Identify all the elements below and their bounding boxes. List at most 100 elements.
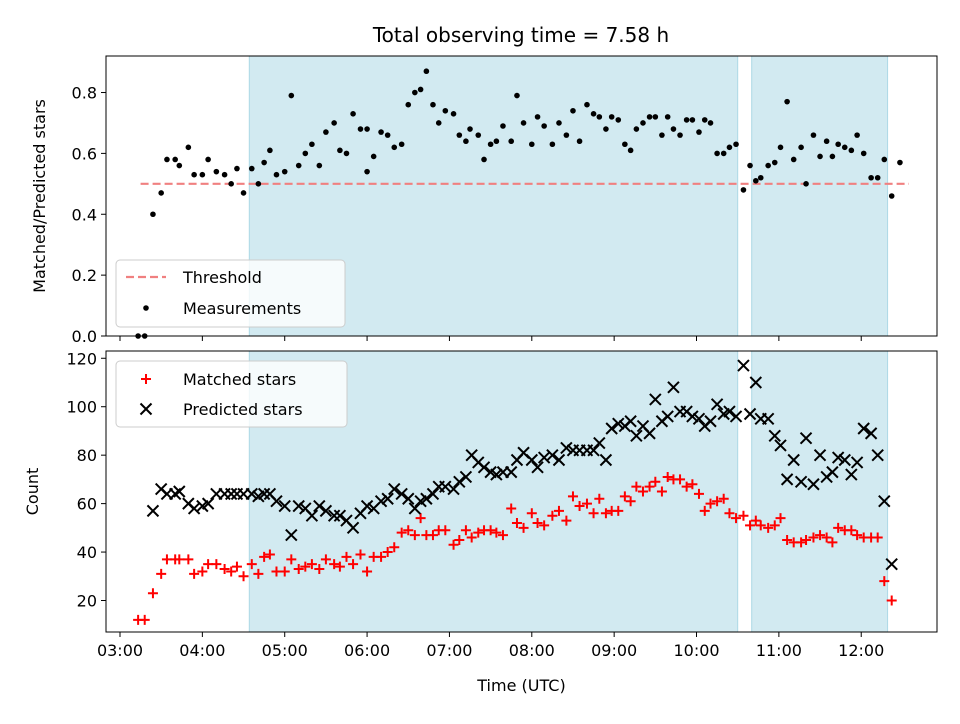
measurement-point <box>302 150 309 157</box>
matched-stars-point <box>518 522 529 533</box>
predicted-stars-point <box>799 431 813 445</box>
predicted-stars-point <box>305 509 319 522</box>
predicted-stars-point <box>643 427 656 440</box>
y-tick-label: 120 <box>66 349 97 368</box>
measurement-point <box>191 171 197 178</box>
predicted-stars-point <box>857 422 870 435</box>
y-tick-label: 0.6 <box>72 144 97 163</box>
matched-stars-point <box>561 515 572 526</box>
matched-stars-point <box>619 491 630 502</box>
predicted-stars-point <box>774 439 787 452</box>
matched-stars-point <box>197 566 208 577</box>
matched-stars-point <box>588 508 599 519</box>
matched-stars-point <box>473 527 484 538</box>
measurement-point <box>273 171 280 178</box>
matched-stars-point <box>656 486 667 497</box>
predicted-stars-point <box>729 410 743 423</box>
measurement-point <box>659 132 665 138</box>
legend-box <box>115 259 346 328</box>
measurement-point <box>164 156 170 163</box>
predicted-stars-point <box>885 557 898 571</box>
matched-stars-point <box>183 554 194 565</box>
matched-stars-point <box>448 539 459 550</box>
measurement-point <box>829 153 836 160</box>
measurement-point <box>450 111 457 117</box>
measurement-point <box>627 147 634 154</box>
measurement-point <box>405 101 412 108</box>
matched-stars-point <box>211 559 222 570</box>
matched-stars-point <box>718 493 729 504</box>
matched-stars-point <box>553 505 564 516</box>
measurement-point <box>234 165 240 172</box>
measurement-point <box>185 144 192 151</box>
matched-stars-point <box>724 508 735 519</box>
measurement-point <box>860 150 867 157</box>
predicted-stars-point <box>737 359 750 372</box>
measurement-point <box>430 101 436 108</box>
top-panel: 0.00.20.40.60.8 Matched/Predicted stars … <box>30 55 938 346</box>
matched-stars-point <box>650 476 661 487</box>
matched-stars-point <box>769 520 780 531</box>
measurement-point <box>798 144 804 151</box>
bottom-legend: Matched stars Predicted stars <box>115 360 348 428</box>
predicted-stars-point <box>794 475 808 489</box>
predicted-stars-point <box>257 487 271 501</box>
x-tick-label: 10:00 <box>673 641 719 660</box>
measurement-point <box>412 89 418 96</box>
measurement-point <box>248 165 255 172</box>
measurement-point <box>563 132 570 138</box>
measurement-point <box>520 120 527 126</box>
matched-stars-point <box>466 532 477 543</box>
measurement-point <box>683 117 690 123</box>
x-tick-label: 06:00 <box>344 641 390 660</box>
legend-threshold-label: Threshold <box>182 268 262 287</box>
top-y-axis: 0.0 0.2 0.4 0.6 0.8 <box>72 84 106 346</box>
measurement-point <box>493 138 500 145</box>
predicted-stars-point <box>395 487 408 501</box>
legend-matched-label: Matched stars <box>183 370 296 389</box>
matched-stars-point <box>511 517 522 528</box>
measurement-point <box>442 107 449 114</box>
matched-stars-point <box>782 534 793 545</box>
measurement-point <box>790 156 797 163</box>
measurement-point <box>803 181 809 187</box>
predicted-stars-point <box>402 492 415 505</box>
predicted-stars-point <box>560 441 573 455</box>
matched-stars-point <box>705 498 716 509</box>
measurement-point <box>357 126 364 132</box>
matched-stars-point <box>362 566 373 577</box>
measurement-point <box>391 144 398 151</box>
predicted-stars-point <box>278 499 291 513</box>
measurement-point <box>323 129 329 135</box>
x-tick-label: 12:00 <box>838 641 884 660</box>
matched-stars-point <box>300 561 311 572</box>
predicted-stars-point <box>871 448 884 462</box>
matched-stars-point <box>382 547 393 558</box>
measurement-point <box>733 141 739 148</box>
matched-stars-point <box>460 525 471 536</box>
predicted-stars-point <box>201 497 215 510</box>
y-tick-label: 80 <box>77 446 97 465</box>
measurement-point <box>463 138 469 145</box>
predicted-stars-point <box>408 502 422 515</box>
measurement-point <box>417 86 424 93</box>
matched-stars-point <box>846 525 857 536</box>
predicted-stars-point <box>525 453 539 467</box>
measurement-point <box>288 92 295 99</box>
predicted-stars-point <box>864 427 878 440</box>
measurement-point <box>897 159 903 166</box>
matched-stars-point <box>293 564 304 575</box>
matched-stars-point <box>259 551 270 562</box>
measurement-point <box>158 190 164 196</box>
matched-stars-point <box>396 527 407 538</box>
matched-stars-point <box>637 486 648 497</box>
measurement-point <box>331 120 337 126</box>
measurement-point <box>343 150 350 157</box>
matched-stars-point <box>886 595 897 606</box>
predicted-stars-point <box>426 487 440 501</box>
predicted-stars-point <box>692 412 706 426</box>
matched-stars-point <box>415 513 426 524</box>
matched-stars-point <box>581 498 592 509</box>
matched-stars-point <box>808 532 819 543</box>
matched-stars-point <box>699 505 710 516</box>
